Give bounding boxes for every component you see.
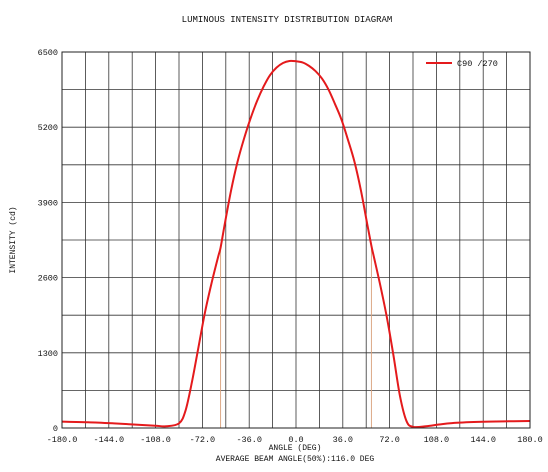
legend: C90 /270 — [426, 59, 498, 69]
x-tick-label: -144.0 — [93, 435, 124, 445]
y-tick-label: 6500 — [38, 48, 58, 58]
beam-angle-markers — [220, 245, 372, 428]
legend-label: C90 /270 — [457, 59, 498, 69]
y-tick-label: 1300 — [38, 349, 58, 359]
x-tick-label: -72.0 — [190, 435, 216, 445]
series-line-c90-270 — [61, 59, 531, 429]
chart-title: LUMINOUS INTENSITY DISTRIBUTION DIAGRAM — [182, 15, 393, 25]
beam-angle-footnote: AVERAGE BEAM ANGLE(50%):116.0 DEG — [216, 455, 375, 464]
x-tick-labels: -180.0 -144.0 -108.0 -72.0 -36.0 0.0 36.0 72.0 1… — [47, 435, 543, 445]
y-tick-label: 3900 — [38, 198, 58, 208]
x-tick-label: 0.0 — [288, 435, 303, 445]
plot-frame — [61, 51, 531, 429]
x-tick-label: 72.0 — [379, 435, 399, 445]
y-axis-label: INTENSITY (cd) — [9, 206, 18, 273]
y-tick-label: 0 — [53, 424, 58, 434]
x-tick-label: 108.0 — [424, 435, 450, 445]
x-tick-label: 144.0 — [470, 435, 496, 445]
x-tick-label: 36.0 — [333, 435, 353, 445]
x-axis-label: ANGLE (DEG) — [269, 444, 322, 453]
x-tick-label: -36.0 — [236, 435, 262, 445]
x-tick-label: 180.0 — [517, 435, 543, 445]
grid — [62, 52, 530, 428]
y-tick-label: 2600 — [38, 274, 58, 284]
y-tick-label: 5200 — [38, 123, 58, 133]
x-tick-label: -180.0 — [47, 435, 78, 445]
x-tick-label: -108.0 — [140, 435, 171, 445]
y-tick-labels: 0 1300 2600 3900 5200 6500 — [38, 48, 58, 434]
